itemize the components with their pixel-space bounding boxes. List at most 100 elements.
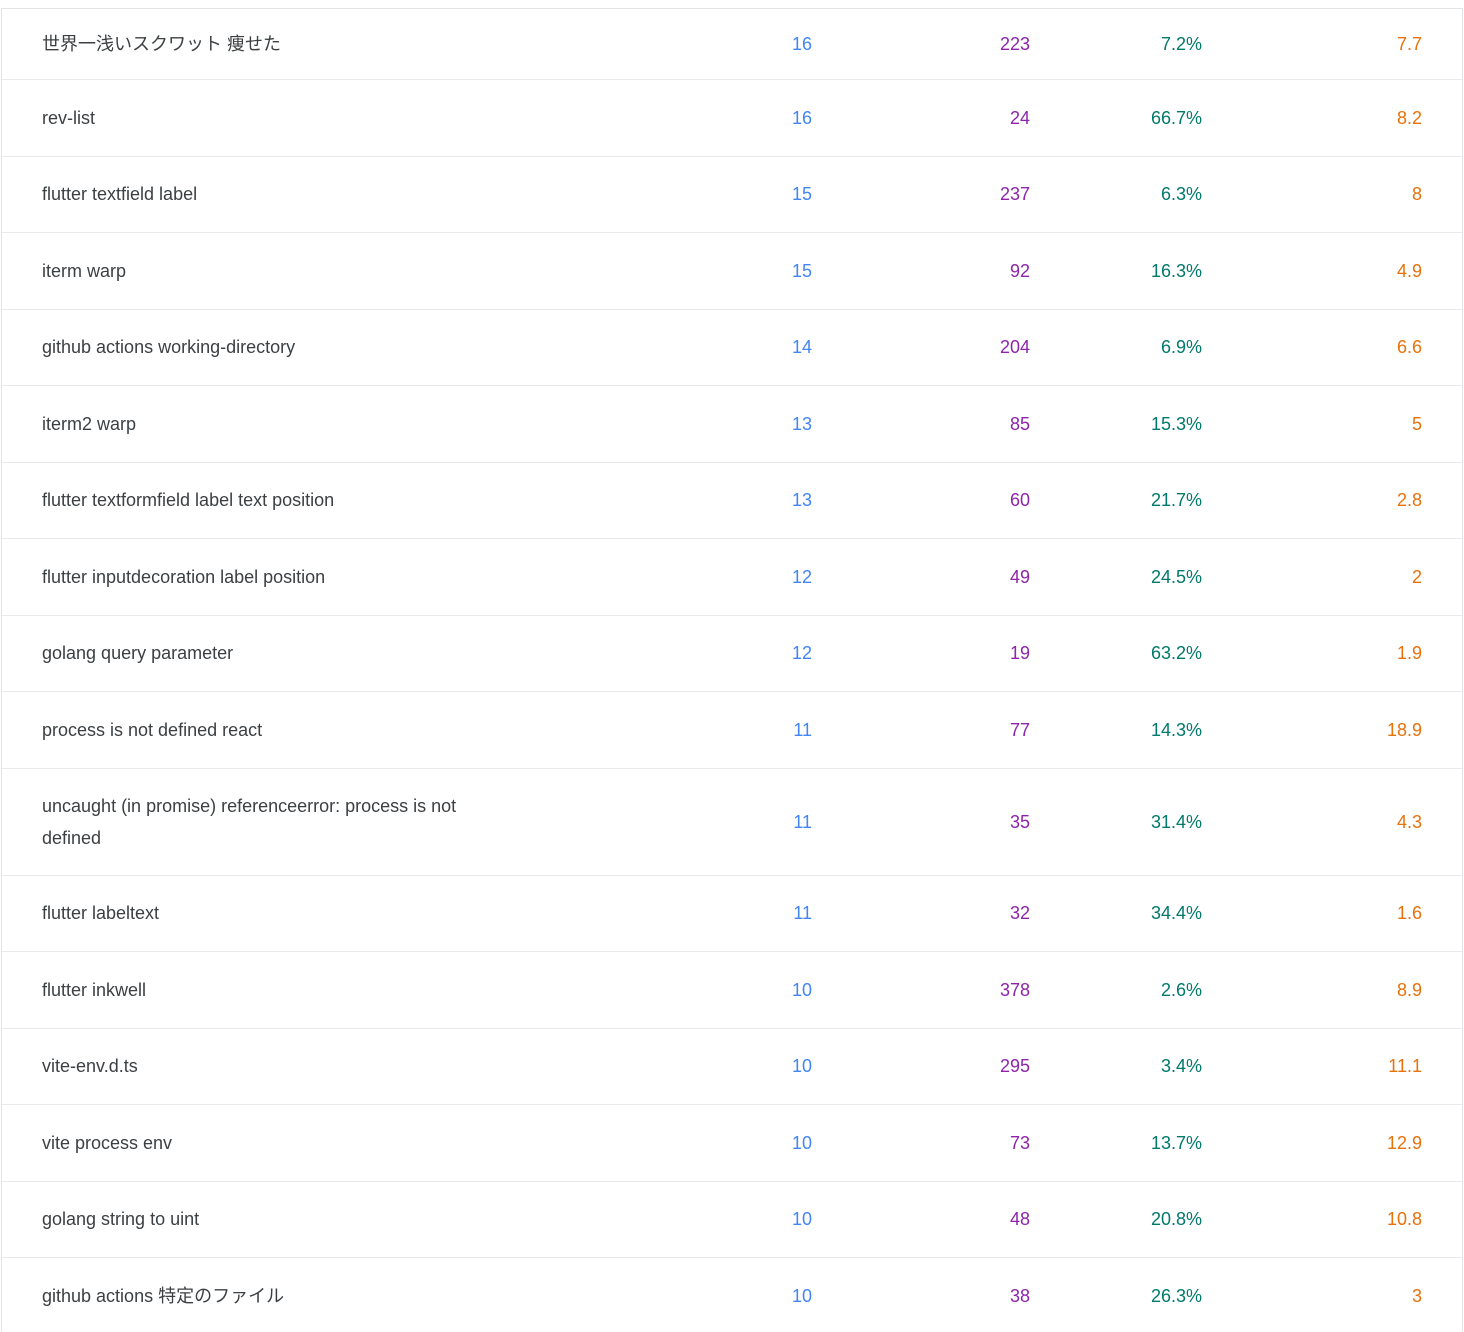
position-value: 5 (1411, 413, 1422, 434)
position-value: 8 (1411, 184, 1422, 205)
position-value: 1.9 (1396, 643, 1422, 664)
query-cell[interactable]: rev-list (42, 107, 95, 128)
table-row: golang query parameter 12 19 63.2% 1.9 (2, 614, 1462, 691)
impressions-value: 19 (1009, 643, 1030, 664)
ctr-value: 3.4% (1160, 1056, 1202, 1077)
ctr-value: 31.4% (1150, 811, 1202, 832)
impressions-value: 38 (1009, 1285, 1030, 1306)
position-value: 1.6 (1396, 903, 1422, 924)
impressions-value: 35 (1009, 811, 1030, 832)
query-cell[interactable]: iterm warp (42, 260, 127, 281)
clicks-value: 13 (791, 490, 812, 511)
ctr-value: 7.2% (1160, 34, 1202, 54)
position-value: 12.9 (1386, 1132, 1422, 1153)
position-value: 2 (1411, 566, 1422, 587)
query-cell[interactable]: 世界一浅いスクワット 痩せた (42, 34, 281, 54)
table-row: flutter textfield label 15 237 6.3% 8 (2, 155, 1462, 232)
clicks-value: 10 (791, 1209, 812, 1230)
clicks-value: 10 (791, 979, 812, 1000)
ctr-value: 6.9% (1160, 337, 1202, 358)
position-value: 4.9 (1396, 260, 1422, 281)
ctr-value: 20.8% (1150, 1209, 1202, 1230)
clicks-value: 16 (791, 107, 812, 128)
ctr-value: 2.6% (1160, 979, 1202, 1000)
clicks-value: 10 (791, 1132, 812, 1153)
clicks-value: 11 (793, 903, 812, 924)
impressions-value: 49 (1009, 566, 1030, 587)
position-value: 6.6 (1396, 337, 1422, 358)
query-cell[interactable]: vite process env (42, 1132, 173, 1153)
query-cell[interactable]: flutter inputdecoration label position (42, 566, 326, 587)
impressions-value: 378 (999, 979, 1030, 1000)
table-row: rev-list 16 24 66.7% 8.2 (2, 79, 1462, 156)
impressions-value: 73 (1009, 1132, 1030, 1153)
impressions-value: 295 (999, 1056, 1030, 1077)
query-cell[interactable]: github actions working-directory (42, 337, 296, 358)
position-value: 18.9 (1386, 719, 1422, 740)
position-value: 10.8 (1386, 1209, 1422, 1230)
table-row: flutter inkwell 10 378 2.6% 8.9 (2, 951, 1462, 1028)
ctr-value: 21.7% (1150, 490, 1202, 511)
ctr-value: 63.2% (1150, 643, 1202, 664)
table-row: flutter inputdecoration label position 12… (2, 538, 1462, 615)
table-row: github actions working-directory 14 204 6.9… (2, 308, 1462, 385)
clicks-value: 11 (793, 719, 812, 740)
table-row: 世界一浅いスクワット 痩せた 16 223 7.2% 7.7 (2, 9, 1462, 79)
query-cell[interactable]: flutter labeltext (42, 903, 160, 924)
impressions-value: 85 (1009, 413, 1030, 434)
query-cell[interactable]: flutter textformfield label text positio… (42, 490, 335, 511)
impressions-value: 60 (1009, 490, 1030, 511)
table-row: flutter labeltext 11 32 34.4% 1.6 (2, 874, 1462, 951)
clicks-value: 14 (791, 337, 812, 358)
ctr-value: 13.7% (1150, 1132, 1202, 1153)
table-row: golang string to uint 10 48 20.8% 10.8 (2, 1180, 1462, 1257)
impressions-value: 77 (1009, 719, 1030, 740)
ctr-value: 14.3% (1150, 719, 1202, 740)
clicks-value: 15 (791, 184, 812, 205)
impressions-value: 32 (1009, 903, 1030, 924)
ctr-value: 6.3% (1160, 184, 1202, 205)
impressions-value: 204 (999, 337, 1030, 358)
ctr-value: 16.3% (1150, 260, 1202, 281)
query-cell[interactable]: github actions 特定のファイル (42, 1285, 285, 1306)
search-queries-table: 世界一浅いスクワット 痩せた 16 223 7.2% 7.7 rev-list 16 24 66… (1, 8, 1463, 1332)
query-cell[interactable]: golang query parameter (42, 643, 234, 664)
table-row: uncaught (in promise) referenceerror: pr… (2, 767, 1462, 875)
clicks-value: 12 (791, 566, 812, 587)
table-row: process is not defined react 11 77 14.3% 18.… (2, 691, 1462, 768)
query-cell[interactable]: flutter inkwell (42, 979, 147, 1000)
clicks-value: 12 (791, 643, 812, 664)
clicks-value: 10 (791, 1285, 812, 1306)
impressions-value: 48 (1009, 1209, 1030, 1230)
clicks-value: 16 (791, 34, 812, 54)
ctr-value: 26.3% (1150, 1285, 1202, 1306)
clicks-value: 11 (793, 811, 812, 832)
position-value: 8.9 (1396, 979, 1422, 1000)
query-cell[interactable]: iterm2 warp (42, 413, 137, 434)
impressions-value: 237 (999, 184, 1030, 205)
table-row: iterm2 warp 13 85 15.3% 5 (2, 385, 1462, 462)
position-value: 2.8 (1396, 490, 1422, 511)
position-value: 11.1 (1388, 1056, 1422, 1077)
query-cell[interactable]: process is not defined react (42, 719, 263, 740)
clicks-value: 10 (791, 1056, 812, 1077)
query-cell[interactable]: vite-env.d.ts (42, 1056, 138, 1077)
table-row: github actions 特定のファイル 10 38 26.3% 3 (2, 1257, 1462, 1332)
impressions-value: 223 (999, 34, 1030, 54)
position-value: 8.2 (1396, 107, 1422, 128)
query-cell[interactable]: golang string to uint (42, 1209, 200, 1230)
ctr-value: 34.4% (1150, 903, 1202, 924)
ctr-value: 15.3% (1150, 413, 1202, 434)
clicks-value: 13 (791, 413, 812, 434)
impressions-value: 92 (1009, 260, 1030, 281)
impressions-value: 24 (1009, 107, 1030, 128)
position-value: 3 (1411, 1285, 1422, 1306)
position-value: 7.7 (1396, 34, 1422, 54)
table-row: vite-env.d.ts 10 295 3.4% 11.1 (2, 1027, 1462, 1104)
query-cell[interactable]: flutter textfield label (42, 184, 198, 205)
table-row: vite process env 10 73 13.7% 12.9 (2, 1104, 1462, 1181)
query-cell[interactable]: uncaught (in promise) referenceerror: pr… (42, 795, 457, 848)
position-value: 4.3 (1396, 811, 1422, 832)
clicks-value: 15 (791, 260, 812, 281)
table-row: iterm warp 15 92 16.3% 4.9 (2, 232, 1462, 309)
